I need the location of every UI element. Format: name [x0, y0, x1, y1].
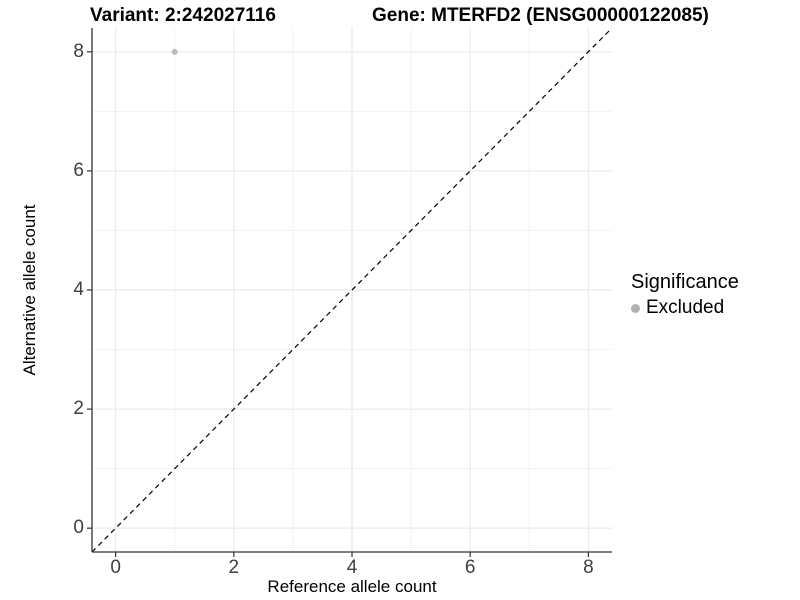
legend-point-icon	[631, 303, 640, 313]
y-axis-label: Alternative allele count	[20, 204, 39, 376]
plot-title-variant: Variant: 2:242027116	[90, 5, 276, 26]
plot-title-gene: Gene: MTERFD2 (ENSG00000122085)	[372, 5, 709, 26]
legend-item-excluded: Excluded	[631, 297, 739, 319]
data-point	[171, 48, 178, 55]
y-tick-label: 8	[73, 40, 84, 62]
y-tick-label: 6	[73, 159, 84, 181]
identity-line	[91, 27, 613, 553]
y-tick-label: 4	[73, 279, 84, 300]
x-tick-label: 4	[346, 557, 358, 578]
x-tick-label: 0	[110, 557, 121, 578]
y-tick-label: 0	[73, 517, 84, 539]
legend-item-label: Excluded	[646, 297, 725, 318]
legend-title: Significance	[631, 271, 739, 293]
x-axis-label: Reference allele count	[267, 577, 437, 596]
y-tick-label: 2	[73, 398, 84, 420]
legend: Significance Excluded	[631, 271, 739, 319]
x-tick-label: 8	[583, 557, 594, 578]
x-tick-label: 2	[228, 557, 240, 578]
x-tick-label: 6	[464, 557, 476, 578]
